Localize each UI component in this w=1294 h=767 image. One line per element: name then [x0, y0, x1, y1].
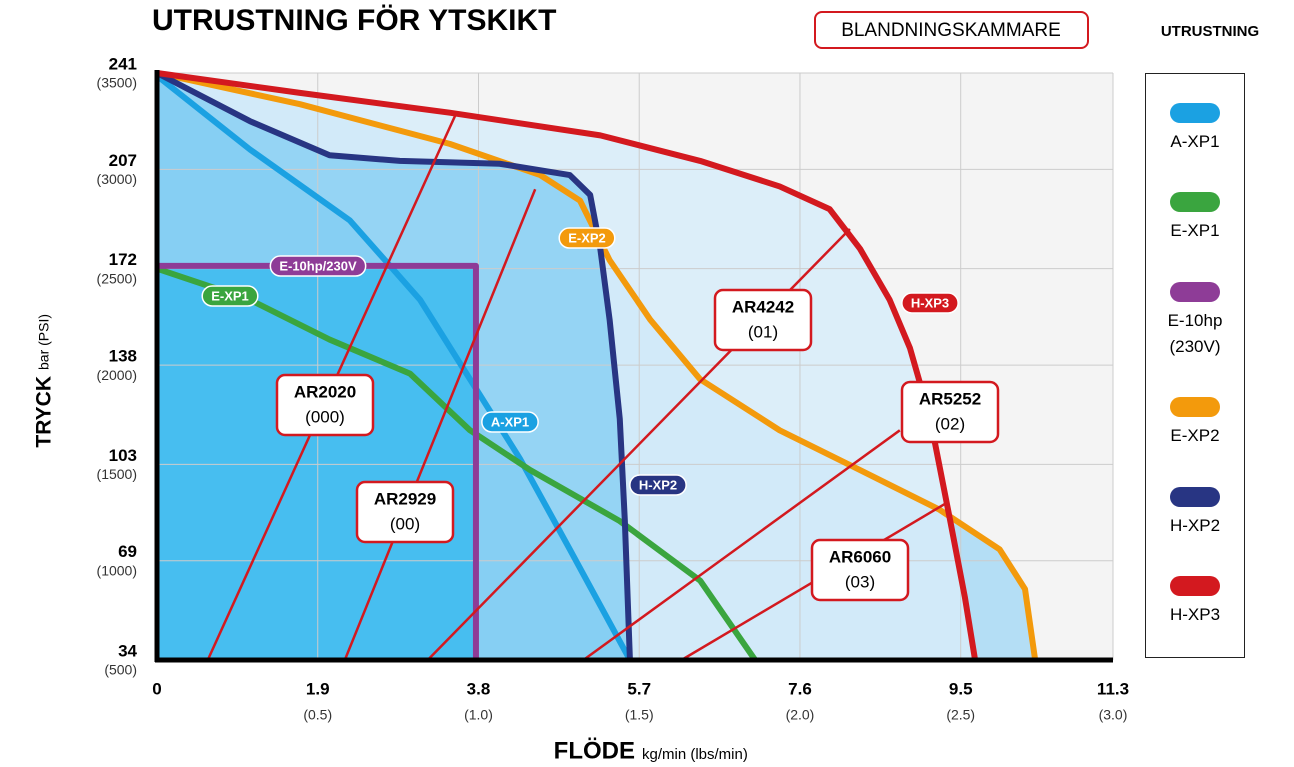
y-tick-sublabel: (1000): [97, 562, 137, 578]
chamber-label: AR6060: [829, 547, 891, 566]
legend-label: A-XP1: [1165, 129, 1225, 155]
legend-label: E-10hp (230V): [1165, 308, 1225, 360]
mixing-title: BLANDNINGSKAMMARE: [841, 20, 1061, 41]
chart: UTRUSTNING FÖR YTSKIKT BLANDNINGSKAMMARE…: [0, 0, 1294, 767]
legend-label: E-XP1: [1165, 218, 1225, 244]
x-tick-label: 5.7: [627, 679, 651, 698]
y-unit: bar (PSI): [36, 314, 52, 370]
legend-swatch: [1170, 282, 1220, 302]
curve-tag: E-XP1: [211, 288, 249, 303]
x-tick-sublabel: (2.0): [786, 707, 815, 723]
y-tick-sublabel: (3000): [97, 171, 137, 187]
curve-tag: H-XP3: [911, 295, 949, 310]
legend-item: H-XP2: [1155, 487, 1235, 539]
chamber-label: AR4242: [732, 297, 794, 316]
legend-swatch: [1170, 192, 1220, 212]
legend-item: E-XP1: [1155, 192, 1235, 244]
legend-label: H-XP3: [1165, 602, 1225, 628]
chamber-code: (03): [845, 572, 875, 591]
x-unit: kg/min (lbs/min): [642, 746, 748, 763]
x-tick-label: 11.3: [1097, 679, 1129, 698]
y-tick-label: 34: [118, 641, 137, 660]
chamber-code: (000): [305, 407, 345, 426]
y-title: TRYCK: [33, 376, 56, 448]
legend-swatch: [1170, 487, 1220, 507]
legend-item: E-XP2: [1155, 397, 1235, 449]
chamber-label: AR2020: [294, 382, 356, 401]
x-tick-label: 0: [152, 679, 161, 698]
y-tick-label: 172: [109, 250, 137, 269]
area: [157, 266, 476, 660]
x-tick-sublabel: (1.5): [625, 707, 654, 723]
curve-tag: A-XP1: [491, 414, 529, 429]
y-tick-sublabel: (2500): [97, 270, 137, 286]
y-tick-sublabel: (500): [104, 662, 137, 678]
x-tick-sublabel: (2.5): [946, 707, 975, 723]
curve-tag: E-10hp/230V: [279, 258, 357, 273]
legend-item: E-10hp (230V): [1155, 282, 1235, 360]
legend-title: UTRUSTNING: [1161, 23, 1259, 40]
x-tick-label: 7.6: [788, 679, 812, 698]
x-tick-label: 9.5: [949, 679, 973, 698]
page: UTRUSTNING FÖR YTSKIKT BLANDNINGSKAMMARE…: [0, 0, 1294, 767]
chamber-code: (01): [748, 322, 778, 341]
chamber-code: (02): [935, 414, 965, 433]
chamber-label: AR2929: [374, 489, 436, 508]
x-tick-sublabel: (1.0): [464, 707, 493, 723]
chamber-code: (00): [390, 514, 420, 533]
y-tick-label: 69: [118, 542, 137, 561]
x-tick-sublabel: (3.0): [1099, 707, 1128, 723]
legend-swatch: [1170, 397, 1220, 417]
x-tick-sublabel: (0.5): [303, 707, 332, 723]
curve-tag: E-XP2: [568, 230, 606, 245]
legend-swatch: [1170, 103, 1220, 123]
curve-tag: H-XP2: [639, 477, 677, 492]
x-tick-label: 3.8: [467, 679, 491, 698]
legend: A-XP1 E-XP1 E-10hp (230V) E-XP2 H-XP2 H-XP3: [1145, 73, 1245, 658]
legend-item: A-XP1: [1155, 103, 1235, 155]
y-title-group: TRYCK bar (PSI): [33, 314, 56, 448]
y-tick-label: 207: [109, 151, 137, 170]
legend-label: E-XP2: [1165, 423, 1225, 449]
y-tick-label: 138: [109, 347, 137, 366]
legend-label: H-XP2: [1165, 513, 1225, 539]
chamber-label: AR5252: [919, 389, 981, 408]
legend-swatch: [1170, 576, 1220, 596]
x-tick-label: 1.9: [306, 679, 330, 698]
x-title: FLÖDE: [554, 737, 635, 764]
y-tick-label: 103: [109, 446, 137, 465]
legend-item: H-XP3: [1155, 576, 1235, 628]
y-tick-label: 241: [109, 54, 137, 73]
chart-title: UTRUSTNING FÖR YTSKIKT: [152, 4, 556, 37]
y-tick-sublabel: (2000): [97, 367, 137, 383]
y-tick-sublabel: (1500): [97, 466, 137, 482]
y-tick-sublabel: (3500): [97, 75, 137, 91]
